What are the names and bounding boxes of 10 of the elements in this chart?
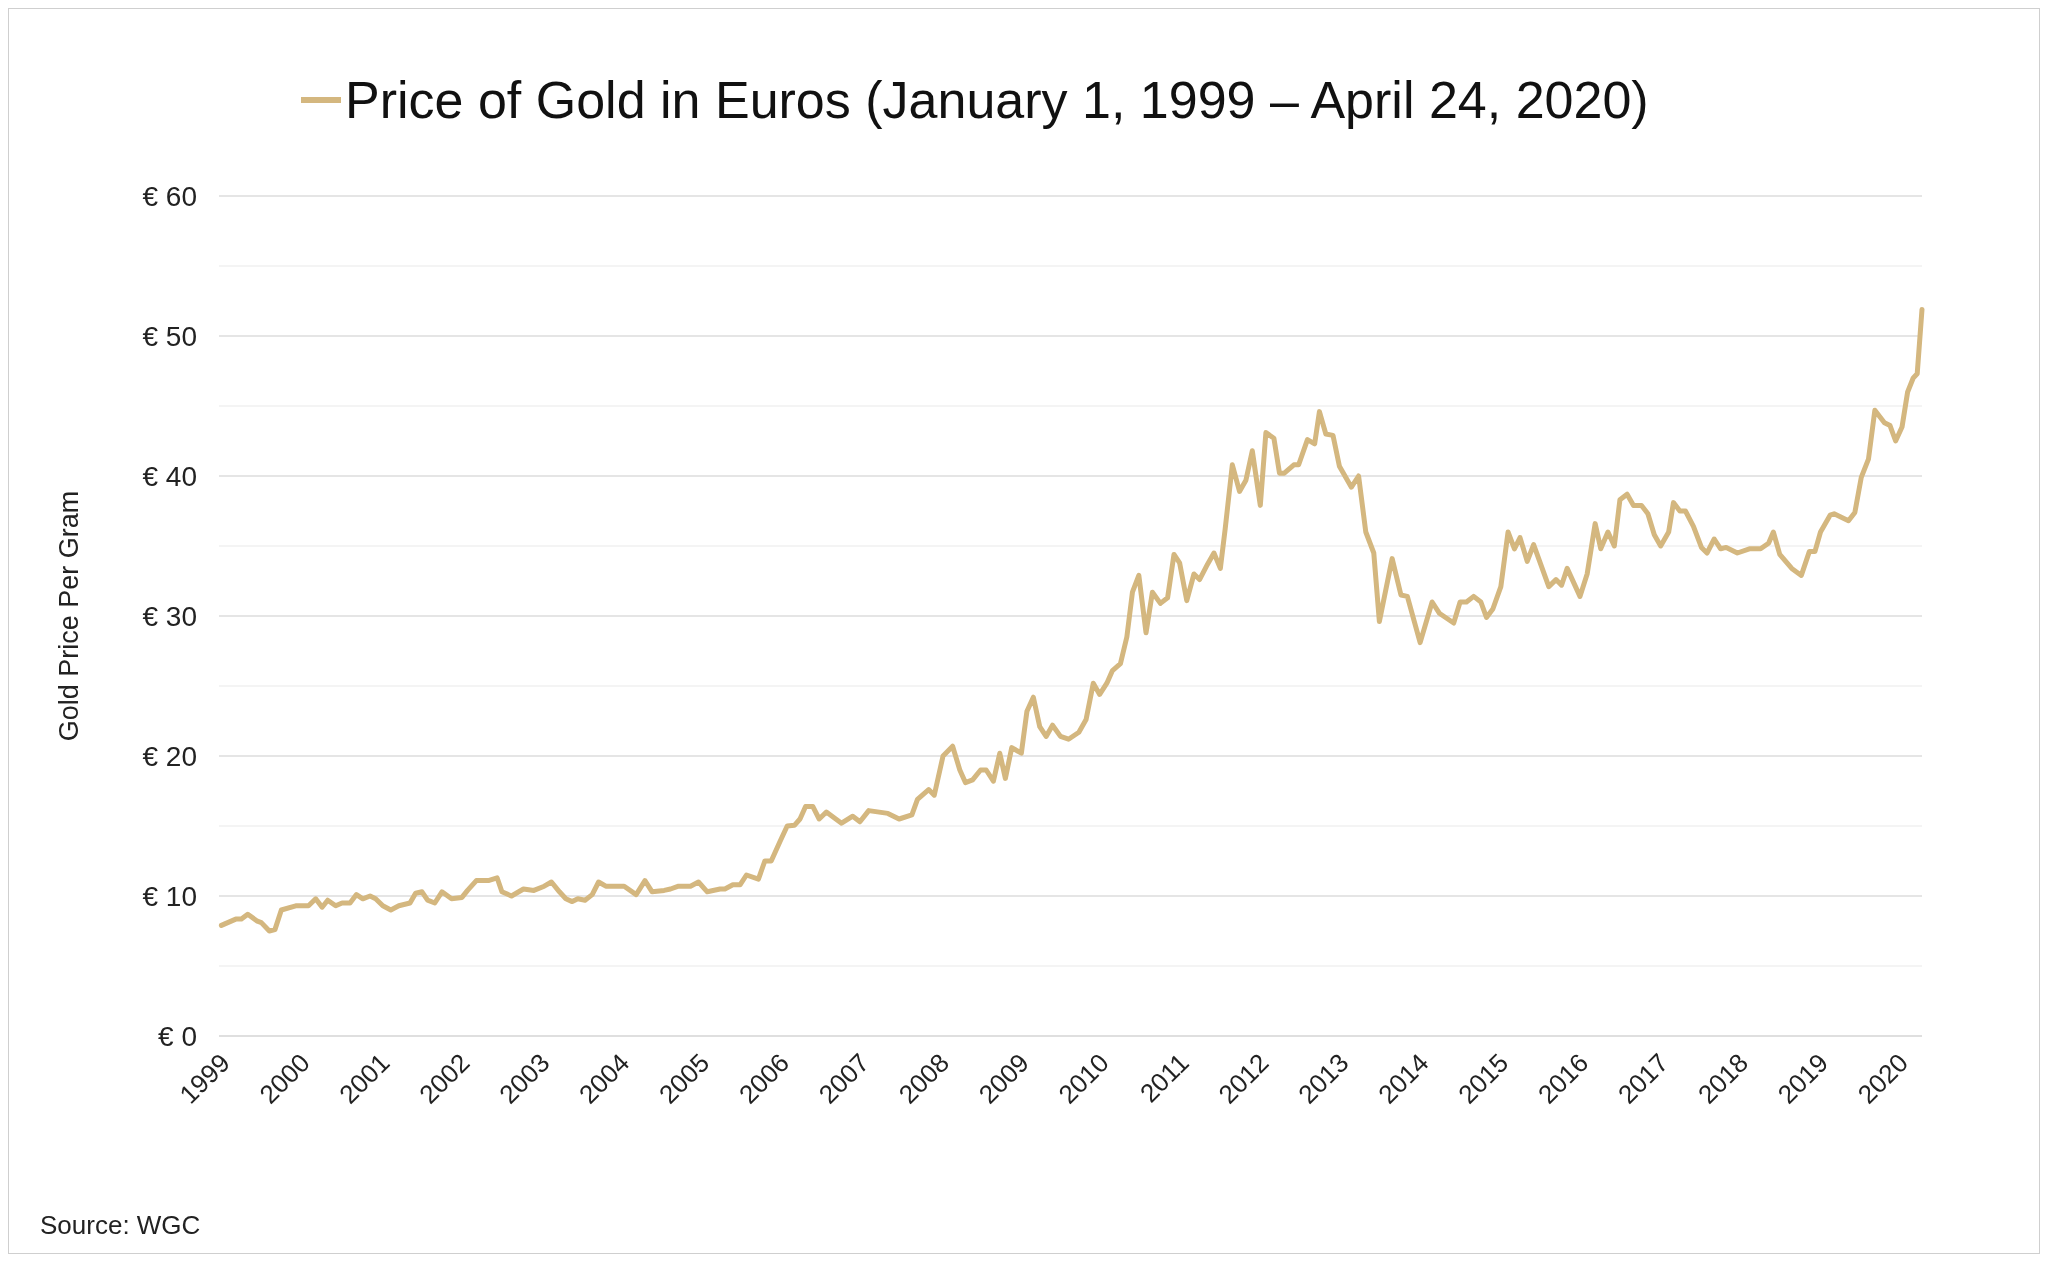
y-tick-label: € 50	[142, 320, 197, 352]
source-note: Source: WGC	[40, 1210, 201, 1240]
y-tick-label: € 60	[142, 180, 197, 212]
y-tick-label: € 20	[142, 740, 197, 772]
y-axis-title: Gold Price Per Gram	[54, 490, 84, 742]
y-tick-label: € 10	[142, 880, 197, 912]
y-tick-label: € 0	[158, 1020, 197, 1052]
y-tick-label: € 40	[142, 460, 197, 492]
legend-label: Price of Gold in Euros (January 1, 1999 – April 24, 2020)	[345, 71, 1649, 130]
y-tick-label: € 30	[142, 600, 197, 632]
